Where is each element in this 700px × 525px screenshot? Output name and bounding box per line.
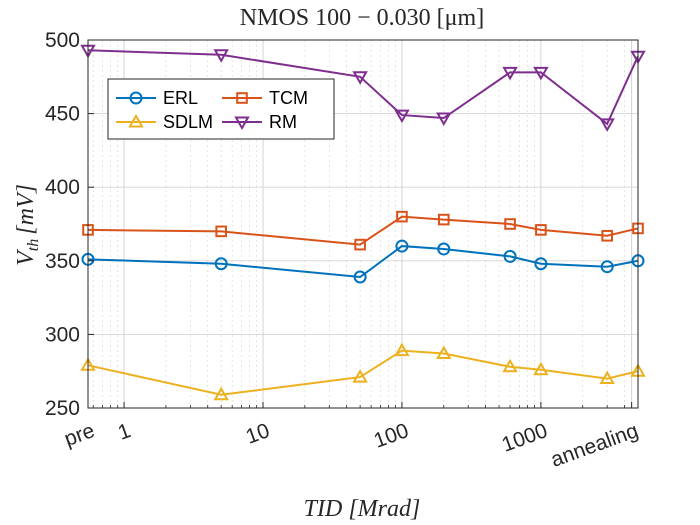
legend-item-rm: RM <box>222 112 297 132</box>
y-axis-label: Vth[mV] <box>13 184 42 266</box>
y-tick-label: 300 <box>45 323 80 346</box>
series-tcm <box>82 210 644 251</box>
y-tick-label: 500 <box>45 29 80 52</box>
legend-marker-sdlm <box>128 113 144 128</box>
series-erl <box>81 239 645 284</box>
data-point-erl <box>600 260 614 274</box>
x-tick-label: annealing <box>548 419 641 472</box>
data-point-rm <box>352 71 368 85</box>
chart-title: NMOS 100 − 0.030 [μm] <box>240 5 484 31</box>
series-line-rm <box>87 49 639 126</box>
ylabel-text: Vth[mV] <box>13 184 42 266</box>
legend-label: RM <box>269 112 297 132</box>
x-axis-label: TID [Mrad] <box>304 496 421 522</box>
data-point-erl <box>534 257 548 271</box>
x-tick-label: 100 <box>371 419 412 453</box>
legend-label: ERL <box>163 88 198 108</box>
data-point-erl <box>437 242 451 256</box>
x-tick-label: pre <box>61 419 97 451</box>
data-point-erl <box>353 270 367 284</box>
data-point-rm <box>502 66 518 81</box>
data-point-rm <box>533 66 549 81</box>
data-point-rm <box>213 49 229 63</box>
data-point-tcm <box>354 238 366 251</box>
data-point-sdlm <box>352 369 368 383</box>
legend-item-sdlm: SDLM <box>116 112 213 132</box>
data-point-sdlm <box>533 361 549 376</box>
legend-label: SDLM <box>163 112 213 132</box>
data-point-erl <box>395 239 409 253</box>
legend-marker-tcm <box>236 92 248 104</box>
legend-item-erl: ERL <box>116 88 198 108</box>
legend-marker-erl <box>129 91 143 105</box>
y-tick-label: 250 <box>45 397 80 420</box>
series-line-erl <box>87 245 639 279</box>
series-line-tcm <box>87 215 639 246</box>
data-point-sdlm <box>213 386 229 401</box>
ylabel-unit: [mV] <box>13 184 39 235</box>
data-point-sdlm <box>599 370 615 385</box>
data-point-rm <box>436 112 452 127</box>
data-point-sdlm <box>502 358 518 373</box>
x-tick-label: 10 <box>243 419 273 449</box>
y-tick-label: 400 <box>45 176 80 199</box>
legend-label: TCM <box>269 88 308 108</box>
y-tick-label: 450 <box>45 103 80 126</box>
series-sdlm <box>80 342 646 401</box>
ylabel-subscript: th <box>25 239 42 251</box>
data-point-sdlm <box>394 342 410 357</box>
plot-frame <box>87 39 639 409</box>
legend-item-tcm: TCM <box>222 88 308 108</box>
data-point-tcm <box>215 225 227 238</box>
data-point-tcm <box>601 229 613 242</box>
legend-marker-rm <box>234 116 250 131</box>
data-point-sdlm <box>436 345 452 360</box>
data-point-tcm <box>437 213 450 226</box>
legend: ERL TCM SDLM RM <box>107 78 335 140</box>
data-point-rm <box>599 118 615 132</box>
x-tick-label: 1 <box>115 419 134 445</box>
data-point-tcm <box>504 218 516 230</box>
data-point-tcm <box>535 224 547 236</box>
data-point-erl <box>503 249 517 263</box>
data-point-erl <box>214 257 228 271</box>
data-point-rm <box>394 109 410 124</box>
x-tick-label: 1000 <box>499 419 551 457</box>
y-tick-label: 350 <box>45 250 80 273</box>
series-line-sdlm <box>87 349 639 396</box>
data-point-tcm <box>396 210 408 223</box>
legend-box <box>107 78 335 140</box>
